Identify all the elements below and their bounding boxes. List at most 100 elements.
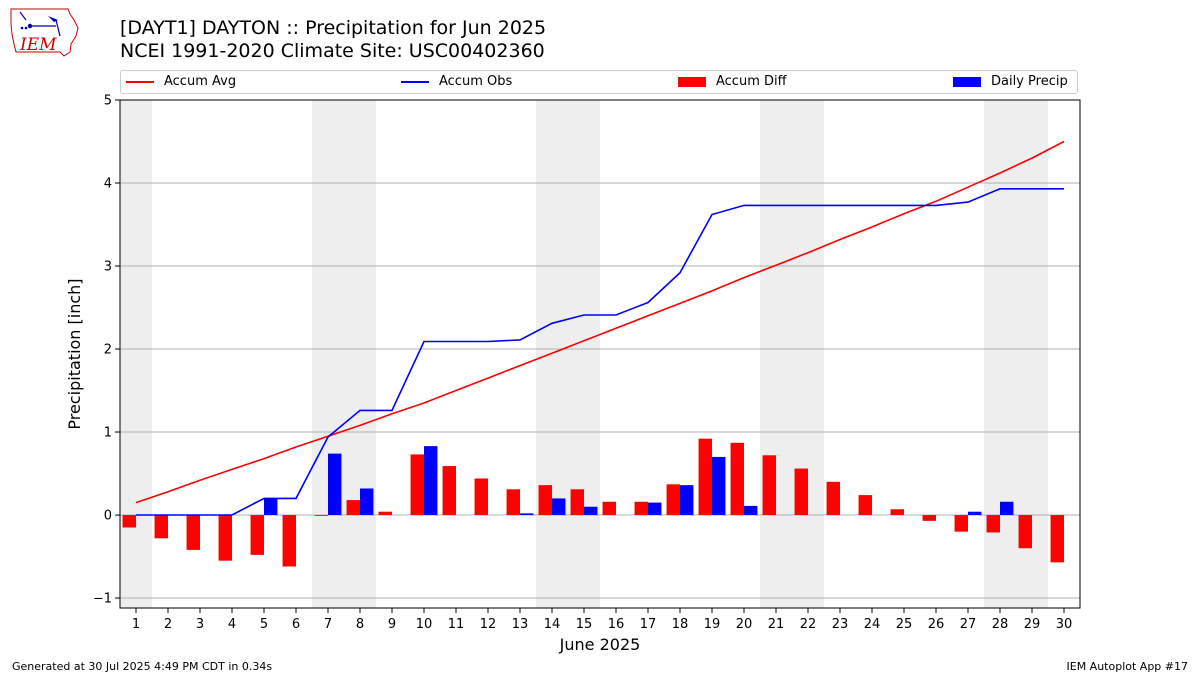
iem-iowa-logo-icon: IEM (10, 8, 79, 57)
x-tick-label: 13 (512, 617, 529, 632)
legend-label-daily-precip: Daily Precip (991, 74, 1068, 89)
y-tick-label: 1 (104, 426, 112, 441)
x-tick-label: 18 (672, 617, 689, 632)
accum-diff-bar (986, 515, 1000, 533)
accum-diff-bar (474, 478, 488, 516)
accum-diff-bar (954, 515, 968, 532)
footer-app-info: IEM Autoplot App #17 (1066, 660, 1189, 673)
daily-precip-bar (648, 502, 662, 516)
accum-diff-bar (506, 489, 520, 516)
accum-diff-bar (890, 509, 904, 516)
daily-precip-bar (968, 511, 982, 516)
daily-precip-bar (584, 506, 598, 516)
accum-diff-bar (410, 454, 424, 516)
x-tick-label: 2 (164, 617, 172, 632)
x-tick-label: 19 (704, 617, 721, 632)
daily-precip-bar (424, 446, 438, 516)
legend: Accum Avg Accum Obs Accum Diff Daily Pre… (120, 70, 1078, 94)
legend-item-daily-precip: Daily Precip (953, 74, 1068, 89)
x-tick-label: 3 (196, 617, 204, 632)
legend-item-accum-avg: Accum Avg (126, 74, 236, 89)
legend-swatch-accum-diff (678, 76, 706, 87)
legend-label-accum-avg: Accum Avg (164, 74, 237, 89)
x-tick-label: 6 (292, 617, 300, 632)
y-axis-label: Precipitation [inch] (65, 278, 84, 429)
x-tick-label: 9 (388, 617, 396, 632)
accum-diff-bar (858, 495, 872, 516)
weekend-shade (792, 100, 824, 608)
daily-precip-bar (1000, 501, 1014, 516)
legend-swatch-daily-precip (953, 76, 981, 87)
chart-subtitle: NCEI 1991-2020 Climate Site: USC00402360 (120, 40, 545, 62)
y-tick-label: −1 (93, 592, 112, 607)
accum-diff-bar (346, 500, 360, 516)
accum-diff-bar (122, 515, 136, 528)
x-tick-label: 23 (832, 617, 849, 632)
x-tick-label: 16 (608, 617, 625, 632)
x-tick-label: 29 (1024, 617, 1041, 632)
x-tick-label: 26 (928, 617, 945, 632)
weekend-shade (760, 100, 792, 608)
legend-item-accum-diff: Accum Diff (678, 74, 787, 89)
accum-diff-bar (1050, 515, 1064, 563)
x-tick-label: 17 (640, 617, 657, 632)
legend-label-accum-obs: Accum Obs (439, 74, 513, 89)
x-axis-label: June 2025 (559, 635, 641, 654)
accum-diff-bar (250, 515, 264, 555)
accum-diff-bar (826, 481, 840, 516)
x-tick-label: 7 (324, 617, 332, 632)
accum-diff-bar (218, 515, 232, 561)
footer-generated-info: Generated at 30 Jul 2025 4:49 PM CDT in … (12, 660, 273, 673)
x-tick-label: 22 (800, 617, 817, 632)
accum-diff-bar (570, 489, 584, 516)
accum-diff-bar (794, 468, 808, 516)
daily-precip-bar (744, 505, 758, 516)
x-tick-label: 5 (260, 617, 268, 632)
weekend-shade (120, 100, 152, 608)
x-tick-label: 15 (576, 617, 593, 632)
x-tick-label: 30 (1056, 617, 1073, 632)
weekend-shade (312, 100, 344, 608)
plot-frame (119, 99, 1081, 609)
x-tick-label: 28 (992, 617, 1009, 632)
x-tick-label: 14 (544, 617, 561, 632)
x-tick-label: 25 (896, 617, 913, 632)
accum-diff-bar (730, 442, 744, 516)
x-tick-label: 21 (768, 617, 785, 632)
chart-title: [DAYT1] DAYTON :: Precipitation for Jun … (120, 17, 547, 39)
iem-logo: IEM (8, 6, 80, 60)
y-tick-label: 4 (104, 177, 112, 192)
legend-item-accum-obs: Accum Obs (401, 74, 512, 89)
y-tick-label: 2 (104, 343, 112, 358)
y-tick-label: 5 (104, 94, 112, 109)
x-tick-label: 1 (132, 617, 140, 632)
accum-diff-bar (698, 438, 712, 516)
legend-label-accum-diff: Accum Diff (716, 74, 787, 89)
x-tick-label: 24 (864, 617, 881, 632)
daily-precip-bar (328, 453, 342, 516)
logo-text: IEM (19, 35, 57, 55)
daily-precip-bar (552, 498, 566, 516)
accum-diff-bar (378, 511, 392, 516)
daily-precip-bar (520, 513, 534, 516)
daily-precip-bar (264, 498, 278, 516)
accum-diff-bar (762, 455, 776, 516)
daily-precip-bar (712, 456, 726, 516)
accum-diff-bar (538, 485, 552, 516)
accum-diff-bar (922, 515, 936, 521)
accum-obs-line (136, 188, 1064, 516)
accum-diff-bar (154, 515, 168, 539)
accum-diff-bar (314, 515, 328, 516)
x-tick-label: 8 (356, 617, 364, 632)
y-tick-label: 0 (104, 509, 112, 524)
x-tick-label: 20 (736, 617, 753, 632)
x-tick-label: 12 (480, 617, 497, 632)
accum-diff-bar (282, 515, 296, 567)
x-tick-label: 10 (416, 617, 433, 632)
accum-diff-bar (1018, 515, 1032, 549)
y-tick-label: 3 (104, 260, 112, 275)
weekend-shade (344, 100, 376, 608)
accum-diff-bar (186, 515, 200, 550)
daily-precip-bar (360, 488, 374, 516)
legend-swatch-accum-obs (401, 80, 429, 83)
